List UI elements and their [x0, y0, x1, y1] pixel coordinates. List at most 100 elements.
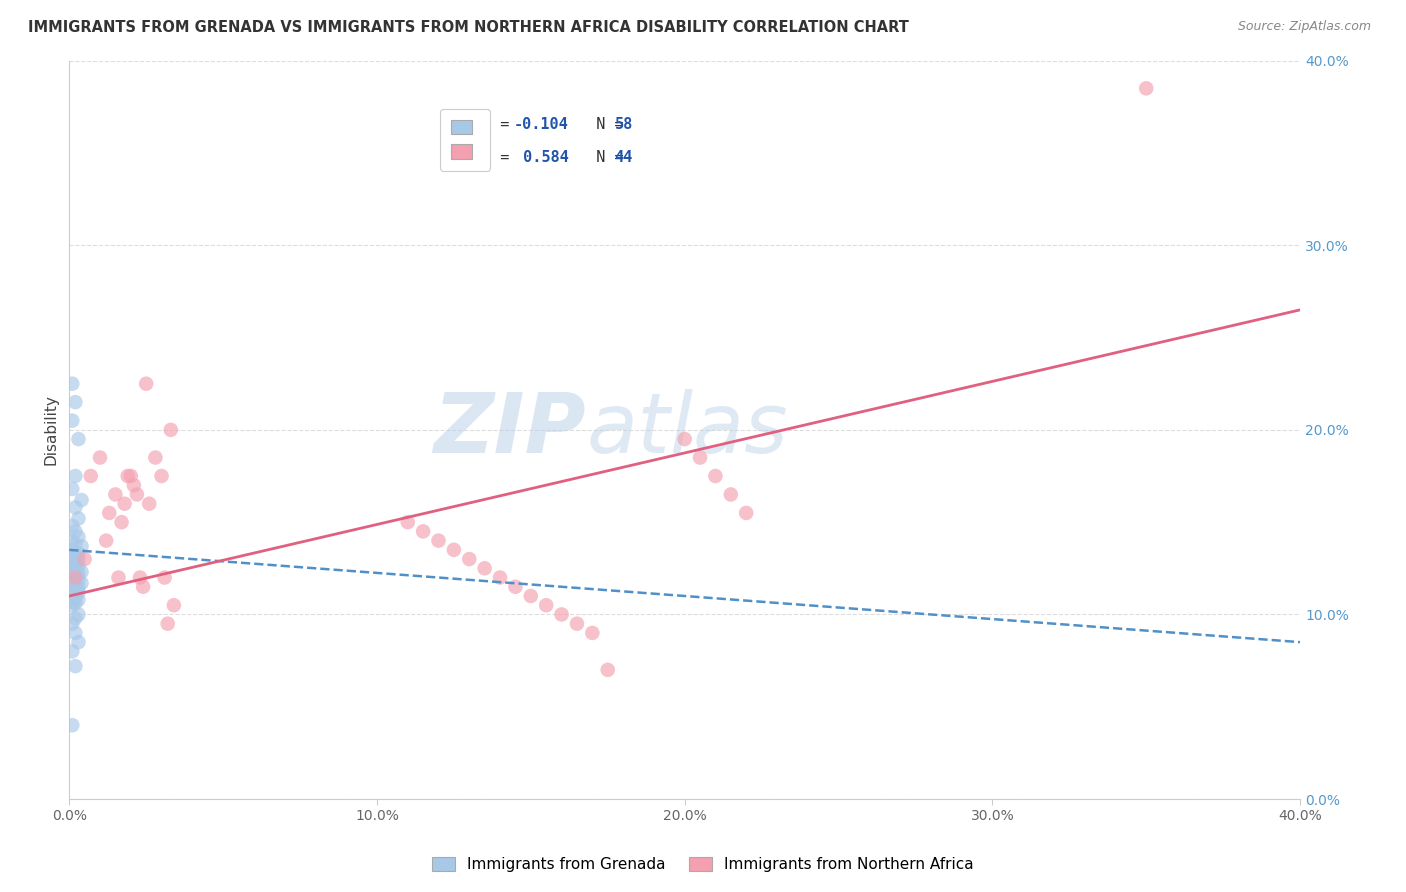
Point — [720, 487, 742, 501]
Point — [60, 519, 83, 533]
Point — [65, 568, 87, 582]
Point — [65, 591, 87, 605]
Point — [89, 450, 111, 465]
Point — [107, 570, 129, 584]
Point — [145, 450, 167, 465]
Point — [427, 533, 450, 548]
Point — [596, 663, 619, 677]
Point — [65, 524, 87, 539]
Point — [489, 570, 512, 584]
Point — [60, 414, 83, 428]
Point — [396, 515, 419, 529]
Point — [138, 497, 160, 511]
Point — [67, 566, 90, 581]
Point — [67, 635, 90, 649]
Point — [67, 559, 90, 574]
Point — [65, 626, 87, 640]
Point — [70, 493, 93, 508]
Point — [65, 558, 87, 572]
Point — [60, 585, 83, 599]
Point — [70, 576, 93, 591]
Point — [412, 524, 434, 539]
Point — [122, 478, 145, 492]
Point — [60, 376, 83, 391]
Point — [65, 537, 87, 551]
Point — [65, 596, 87, 610]
Point — [65, 611, 87, 625]
Point — [67, 432, 90, 446]
Point — [67, 547, 90, 561]
Point — [65, 500, 87, 515]
Point — [65, 570, 87, 584]
Point — [110, 515, 132, 529]
Point — [67, 585, 90, 599]
Point — [60, 578, 83, 592]
Point — [65, 556, 87, 570]
Point — [458, 552, 481, 566]
Point — [117, 469, 139, 483]
Point — [67, 592, 90, 607]
Point — [565, 616, 588, 631]
Point — [505, 580, 527, 594]
Point — [80, 469, 103, 483]
Point — [60, 599, 83, 613]
Text: R =: R = — [482, 150, 517, 165]
Point — [60, 552, 83, 566]
Point — [60, 718, 83, 732]
Point — [65, 549, 87, 563]
Text: atlas: atlas — [586, 389, 787, 470]
Text: N =: N = — [578, 118, 633, 132]
Point — [65, 580, 87, 594]
Point — [704, 469, 727, 483]
Point — [735, 506, 758, 520]
Point — [60, 533, 83, 548]
Point — [60, 644, 83, 658]
Point — [129, 570, 152, 584]
Point — [65, 395, 87, 409]
Point — [132, 580, 155, 594]
Point — [135, 376, 157, 391]
Point — [534, 599, 557, 613]
Point — [65, 587, 87, 601]
Point — [156, 616, 179, 631]
Point — [443, 542, 465, 557]
Text: N =: N = — [578, 150, 633, 165]
Point — [65, 563, 87, 577]
Point — [689, 450, 711, 465]
Point — [60, 482, 83, 496]
Point — [474, 561, 496, 575]
Point — [65, 469, 87, 483]
Point — [67, 530, 90, 544]
Point — [98, 506, 121, 520]
Point — [159, 423, 181, 437]
Point — [60, 556, 83, 570]
Point — [550, 607, 572, 622]
Point — [114, 497, 136, 511]
Point — [60, 589, 83, 603]
Text: ZIP: ZIP — [433, 389, 586, 470]
Point — [60, 574, 83, 589]
Point — [104, 487, 127, 501]
Point — [60, 542, 83, 557]
Point — [67, 511, 90, 525]
Legend: Immigrants from Grenada, Immigrants from Northern Africa: Immigrants from Grenada, Immigrants from… — [425, 849, 981, 880]
Point — [120, 469, 142, 483]
Point — [1135, 81, 1157, 95]
Point — [153, 570, 176, 584]
Point — [67, 580, 90, 594]
Text: 44: 44 — [614, 150, 633, 165]
Text: R =: R = — [482, 118, 517, 132]
Point — [65, 659, 87, 673]
Legend: , : , — [440, 109, 491, 170]
Point — [60, 594, 83, 608]
Point — [65, 574, 87, 589]
Point — [673, 432, 696, 446]
Point — [65, 570, 87, 584]
Point — [125, 487, 148, 501]
Point — [520, 589, 543, 603]
Point — [73, 552, 96, 566]
Point — [67, 573, 90, 587]
Text: 0.584: 0.584 — [513, 150, 568, 165]
Point — [70, 565, 93, 579]
Point — [60, 616, 83, 631]
